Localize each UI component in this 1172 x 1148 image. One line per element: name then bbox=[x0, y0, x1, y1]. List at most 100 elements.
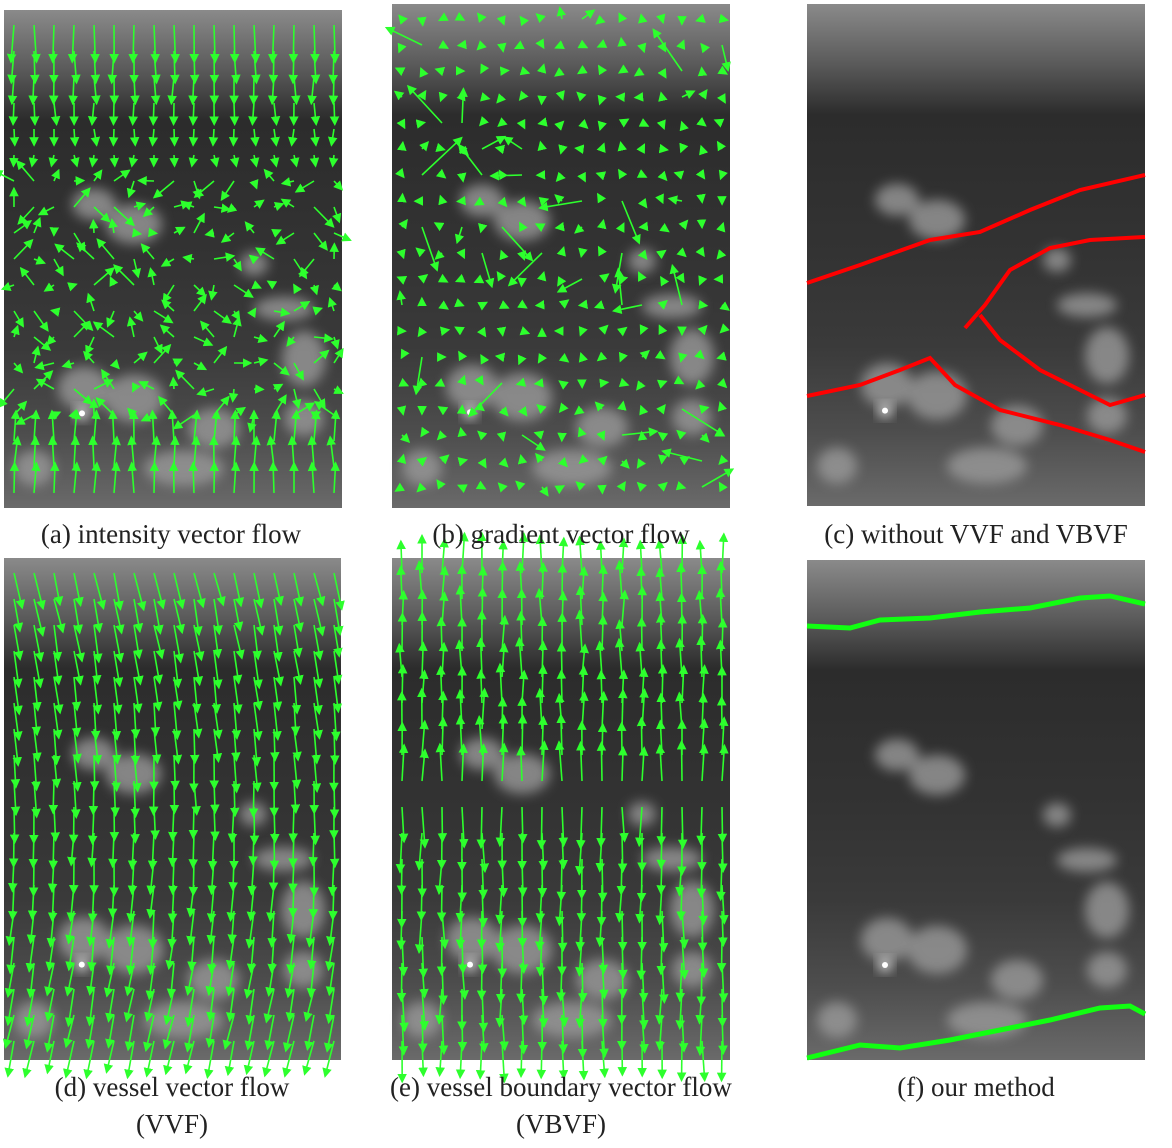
arrow bbox=[441, 618, 442, 651]
arrow bbox=[641, 15, 642, 19]
arrow bbox=[661, 277, 662, 279]
arrow bbox=[681, 149, 682, 152]
arrow bbox=[562, 122, 563, 123]
arrow bbox=[722, 619, 723, 651]
arrow bbox=[421, 68, 422, 71]
arrow bbox=[113, 103, 114, 124]
arrow bbox=[662, 201, 663, 203]
arrow bbox=[581, 354, 582, 357]
arrow bbox=[133, 389, 134, 391]
arrow bbox=[174, 129, 175, 145]
arrow bbox=[561, 149, 562, 153]
caption: (VBVF) bbox=[516, 1109, 606, 1139]
arrow bbox=[442, 149, 444, 150]
arrow bbox=[193, 463, 194, 493]
image-panel-f bbox=[807, 560, 1145, 1060]
arrow bbox=[682, 383, 683, 384]
arrow bbox=[134, 233, 141, 234]
arrow bbox=[481, 355, 482, 357]
caption: (a) intensity vector flow bbox=[41, 519, 302, 549]
arrow bbox=[13, 103, 14, 124]
arrow bbox=[702, 357, 704, 358]
arrow bbox=[539, 123, 542, 124]
caption: (d) vessel vector flow bbox=[55, 1072, 290, 1102]
arrow bbox=[14, 129, 15, 145]
arrow bbox=[521, 1041, 522, 1076]
arrow bbox=[13, 155, 14, 166]
caption: (c) without VVF and VBVF bbox=[824, 519, 1128, 549]
arrow bbox=[536, 305, 542, 306]
arrow bbox=[602, 616, 603, 651]
image-panel-c bbox=[807, 4, 1145, 506]
arrow bbox=[334, 103, 335, 124]
arrow bbox=[421, 435, 422, 436]
arrow bbox=[521, 279, 522, 286]
arrow bbox=[622, 747, 623, 781]
arrow bbox=[113, 129, 114, 145]
arrow bbox=[234, 103, 235, 124]
arrow bbox=[562, 97, 563, 99]
arrow bbox=[462, 460, 467, 461]
caption: (f) our method bbox=[897, 1072, 1055, 1102]
arrow bbox=[561, 671, 562, 703]
arrow bbox=[481, 71, 482, 73]
arrow bbox=[602, 382, 608, 383]
arrow bbox=[482, 409, 484, 410]
arrow bbox=[641, 331, 642, 333]
arrow bbox=[402, 142, 403, 149]
arrow bbox=[213, 129, 214, 145]
arrow bbox=[722, 19, 727, 20]
arrow bbox=[174, 155, 175, 166]
arrow bbox=[501, 251, 502, 253]
arrow bbox=[621, 38, 622, 45]
arrow bbox=[34, 103, 35, 124]
arrow bbox=[496, 356, 502, 357]
arrow bbox=[74, 284, 76, 285]
arrow bbox=[93, 220, 94, 233]
arrow bbox=[702, 305, 707, 306]
arrow bbox=[74, 129, 75, 145]
arrow bbox=[702, 615, 703, 651]
arrow bbox=[233, 129, 234, 145]
arrow bbox=[701, 44, 702, 45]
arrow bbox=[681, 357, 682, 361]
arrow bbox=[535, 383, 542, 384]
arrow bbox=[556, 227, 562, 228]
caption: (e) vessel boundary vector flow bbox=[390, 1072, 732, 1102]
arrow bbox=[662, 666, 663, 703]
arrow bbox=[661, 93, 662, 97]
arrow bbox=[601, 743, 602, 781]
arrow bbox=[502, 331, 503, 335]
arrow bbox=[562, 486, 564, 487]
arrow bbox=[153, 103, 154, 124]
arrow bbox=[682, 487, 685, 488]
arrow bbox=[333, 77, 334, 104]
arrow bbox=[522, 715, 523, 755]
arrow bbox=[193, 103, 194, 124]
arrow bbox=[462, 175, 463, 181]
arrow bbox=[601, 671, 602, 703]
arrow bbox=[581, 253, 582, 256]
arrow bbox=[662, 19, 663, 23]
arrow bbox=[14, 463, 15, 493]
arrow bbox=[193, 129, 194, 145]
arrow bbox=[641, 718, 642, 755]
arrow bbox=[422, 19, 423, 25]
arrow bbox=[173, 378, 174, 389]
arrow bbox=[114, 155, 115, 166]
arrow bbox=[541, 97, 542, 104]
arrow bbox=[54, 463, 55, 493]
caption: (VVF) bbox=[136, 1109, 208, 1139]
arrow bbox=[576, 148, 582, 149]
arrow bbox=[662, 149, 667, 150]
arrow bbox=[462, 19, 464, 20]
arrow bbox=[561, 715, 562, 755]
arrow bbox=[722, 435, 724, 436]
arrow bbox=[52, 310, 54, 311]
arrow bbox=[273, 463, 274, 493]
arrow bbox=[491, 175, 522, 176]
arrow bbox=[542, 666, 543, 703]
arrow bbox=[641, 406, 642, 409]
arrow bbox=[722, 223, 723, 227]
